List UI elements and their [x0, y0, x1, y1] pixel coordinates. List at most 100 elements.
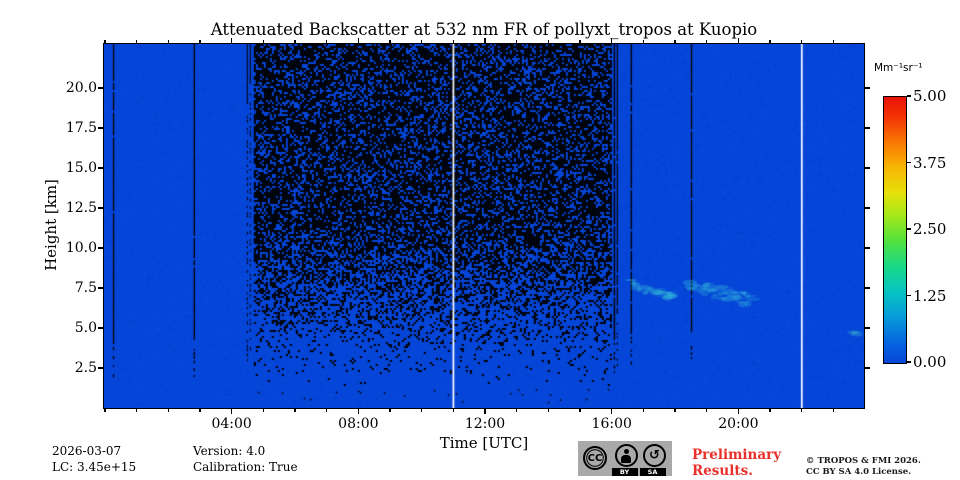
x-tick-top	[706, 39, 708, 43]
x-tick	[136, 409, 138, 413]
y-tick-label: 17.5	[65, 120, 97, 136]
x-tick	[484, 409, 486, 415]
preliminary-line2: Results.	[692, 463, 753, 479]
colorbar	[883, 96, 907, 364]
x-tick-top	[579, 39, 581, 43]
y-tick-right	[865, 167, 871, 169]
x-tick	[674, 409, 676, 413]
y-tick-label: 10.0	[65, 240, 97, 256]
colorbar-tick	[906, 294, 911, 297]
x-tick	[326, 409, 328, 413]
y-tick	[97, 247, 103, 249]
cc-icon: CC	[583, 446, 607, 470]
x-tick-top	[832, 39, 834, 43]
y-tick-right	[865, 247, 871, 249]
calibration-text: Calibration: True	[193, 460, 298, 474]
y-tick	[97, 367, 103, 369]
y-tick	[97, 167, 103, 169]
cc-license-badge: CC ↺ BY SA	[578, 441, 672, 476]
plot-title: Attenuated Backscatter at 532 nm FR of p…	[210, 20, 758, 39]
colorbar-tick-label: 0.00	[913, 353, 947, 371]
x-tick-top	[357, 37, 359, 43]
colorbar-tick-label: 1.25	[913, 286, 947, 305]
x-tick	[706, 409, 708, 413]
x-tick-top	[167, 39, 169, 43]
x-axis-label: Time [UTC]	[439, 434, 529, 452]
x-tick	[579, 409, 581, 413]
copyright-note: © TROPOS & FMI 2026. CC BY SA 4.0 Licens…	[806, 456, 921, 478]
x-tick-label: 16:00	[591, 416, 632, 432]
colorbar-tick	[906, 161, 911, 164]
colorbar-tick-label: 5.00	[913, 87, 947, 105]
x-tick	[199, 409, 201, 413]
x-tick-top	[231, 37, 233, 43]
x-tick-top	[642, 39, 644, 43]
y-tick	[97, 87, 103, 89]
y-tick-label: 20.0	[65, 80, 97, 96]
x-tick-top	[484, 37, 486, 43]
x-tick-top	[104, 39, 106, 43]
footer-version-block: Version: 4.0 Calibration: True	[193, 443, 298, 475]
x-tick	[516, 409, 518, 413]
x-tick-top	[136, 39, 138, 43]
y-tick-right	[865, 87, 871, 89]
x-tick	[262, 409, 264, 413]
x-tick-label: 04:00	[211, 416, 252, 432]
x-tick-top	[452, 39, 454, 43]
x-tick	[357, 409, 359, 415]
x-tick-top	[674, 39, 676, 43]
y-tick-label: 15.0	[65, 160, 97, 176]
cc-by-label: BY	[611, 468, 638, 476]
x-tick	[832, 409, 834, 413]
measurement-date: 2026-03-07	[52, 444, 122, 458]
cc-sa-arrow-icon: ↺	[643, 444, 666, 467]
x-tick-top	[769, 39, 771, 43]
x-tick-top	[326, 39, 328, 43]
preliminary-line1: Preliminary	[692, 447, 782, 463]
copyright-line1: © TROPOS & FMI 2026.	[806, 456, 921, 466]
x-tick-top	[199, 39, 201, 43]
y-tick-right	[865, 367, 871, 369]
y-tick	[97, 207, 103, 209]
colorbar-tick	[906, 95, 911, 97]
preliminary-results-note: Preliminary Results.	[692, 447, 781, 479]
footer-date-block: 2026-03-07 LC: 3.45e+15	[52, 443, 136, 475]
backscatter-heatmap	[104, 44, 864, 408]
x-tick-top	[801, 39, 803, 43]
x-tick	[642, 409, 644, 413]
colorbar-tick	[906, 228, 911, 230]
x-tick-top	[294, 39, 296, 43]
y-tick-right	[865, 127, 871, 129]
copyright-line2: CC BY SA 4.0 License.	[806, 467, 912, 477]
y-tick-right	[865, 327, 871, 329]
y-tick-right	[865, 207, 871, 209]
x-tick-label: 12:00	[464, 416, 506, 432]
y-tick	[97, 327, 103, 329]
x-tick	[389, 409, 391, 413]
x-tick	[452, 409, 454, 413]
x-tick-top	[611, 37, 613, 43]
x-tick	[737, 409, 739, 415]
colorbar-tick	[906, 361, 911, 363]
x-tick-label: 08:00	[338, 416, 379, 432]
x-tick	[421, 409, 423, 413]
x-tick-top	[389, 39, 391, 43]
colorbar-tick-label: 2.50	[913, 220, 947, 238]
x-tick	[801, 409, 803, 413]
y-tick-label: 5.0	[74, 320, 97, 336]
y-tick-label: 7.5	[74, 280, 97, 296]
y-tick-right	[865, 287, 871, 289]
y-tick	[97, 287, 103, 289]
y-tick	[97, 127, 103, 129]
x-tick	[231, 409, 233, 415]
colorbar-unit-label: Mm⁻¹sr⁻¹	[874, 62, 923, 74]
y-axis-label: Height [km]	[42, 179, 60, 271]
x-tick-top	[737, 37, 739, 43]
x-tick-top	[262, 39, 264, 43]
x-tick	[547, 409, 549, 413]
x-tick-top	[516, 39, 518, 43]
x-tick-top	[547, 39, 549, 43]
lidar-constant: LC: 3.45e+15	[52, 460, 137, 474]
x-tick	[104, 409, 106, 413]
